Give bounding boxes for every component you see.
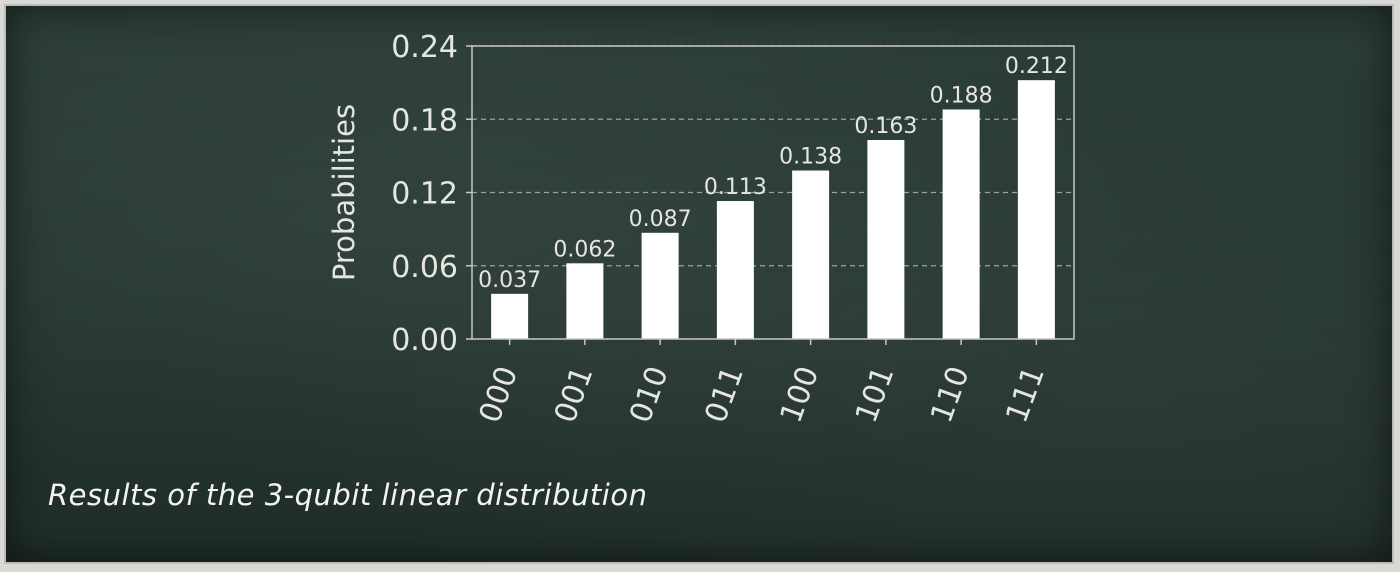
y-tick-label: 0.00 bbox=[391, 323, 458, 358]
y-tick-label: 0.18 bbox=[391, 103, 458, 138]
chalkboard-background bbox=[6, 6, 1392, 562]
y-tick-label: 0.12 bbox=[391, 177, 458, 212]
x-tick-label: 011 bbox=[698, 362, 750, 428]
y-axis-label: Probabilities bbox=[327, 104, 361, 281]
data-label: 0.188 bbox=[930, 83, 993, 108]
y-ticks: 0.00 0.06 0.12 0.18 0.24 bbox=[391, 30, 472, 358]
bar-101 bbox=[867, 140, 905, 339]
data-label: 0.062 bbox=[553, 237, 616, 262]
y-tick-label: 0.06 bbox=[391, 250, 458, 285]
data-labels: 0.037 0.062 0.087 0.113 0.138 0.163 0.188 0.212 bbox=[478, 54, 1068, 293]
x-tick-label: 001 bbox=[548, 362, 600, 428]
data-label: 0.113 bbox=[704, 175, 767, 200]
bar-001 bbox=[566, 263, 604, 339]
x-tick-label: 101 bbox=[849, 362, 901, 428]
data-label: 0.138 bbox=[779, 145, 842, 170]
x-tick-label: 000 bbox=[473, 362, 525, 428]
x-tick-label: 111 bbox=[999, 362, 1051, 428]
bar-000 bbox=[491, 293, 529, 339]
data-label: 0.037 bbox=[478, 268, 541, 293]
bar-110 bbox=[942, 109, 980, 339]
x-tick-label: 010 bbox=[623, 362, 675, 428]
bar-011 bbox=[716, 201, 754, 339]
bar-010 bbox=[641, 232, 679, 339]
x-ticks: 000 001 010 011 100 101 110 111 bbox=[473, 339, 1052, 428]
bars bbox=[491, 80, 1055, 339]
data-label: 0.163 bbox=[854, 114, 917, 139]
bar-111 bbox=[1017, 80, 1055, 339]
y-tick-label: 0.24 bbox=[391, 30, 458, 65]
x-tick-label: 110 bbox=[924, 362, 976, 428]
grid-lines bbox=[472, 45, 1074, 267]
data-label: 0.212 bbox=[1005, 54, 1068, 79]
x-tick-label: 100 bbox=[774, 362, 826, 428]
caption: Results of the 3-qubit linear distributi… bbox=[48, 478, 648, 512]
data-label: 0.087 bbox=[629, 207, 692, 232]
bar-100 bbox=[792, 170, 830, 339]
